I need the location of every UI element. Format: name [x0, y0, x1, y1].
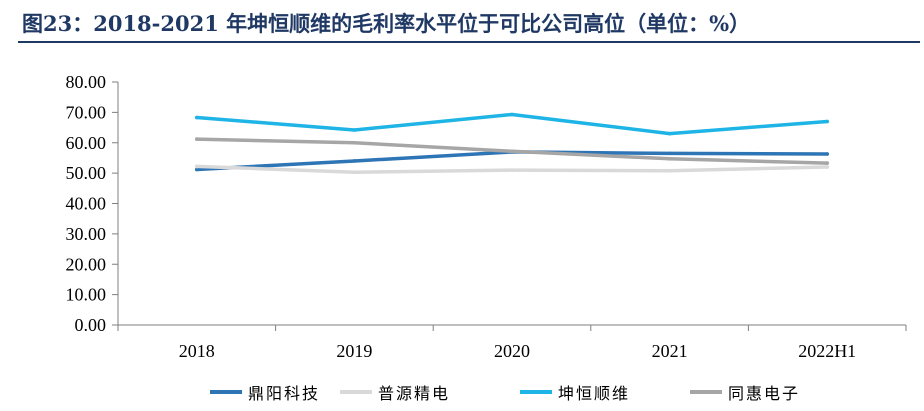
- legend: 鼎阳科技 普源精电 坤恒顺维 同惠电子: [0, 377, 924, 407]
- title-underline: [18, 41, 920, 43]
- x-tick-label: 2022H1: [798, 341, 856, 361]
- legend-swatch: [690, 390, 722, 394]
- legend-item: 坤恒顺维: [520, 377, 630, 407]
- x-tick-label: 2019: [336, 341, 372, 361]
- data-point-series-2: [352, 170, 357, 175]
- data-point-series-1: [667, 151, 672, 156]
- y-tick-label: 10.00: [66, 285, 107, 305]
- legend-label: 鼎阳科技: [248, 384, 321, 403]
- x-tick-label: 2018: [179, 341, 215, 361]
- legend-label: 普源精电: [378, 384, 451, 403]
- data-point-series-2: [510, 168, 514, 172]
- data-point-series-1: [195, 167, 199, 172]
- data-point-series-4: [825, 161, 829, 165]
- legend-swatch: [210, 390, 242, 394]
- data-point-series-1: [825, 152, 829, 156]
- legend-item: 鼎阳科技: [210, 377, 320, 407]
- legend-label: 坤恒顺维: [558, 384, 631, 403]
- legend-swatch: [340, 390, 372, 394]
- y-tick-label: 80.00: [66, 72, 107, 92]
- data-point-series-4: [195, 137, 199, 141]
- legend-label: 同惠电子: [728, 384, 801, 403]
- data-point-series-3: [352, 128, 357, 132]
- y-tick-label: 0.00: [75, 315, 107, 335]
- data-point-series-3: [825, 119, 829, 124]
- data-point-series-2: [667, 168, 672, 173]
- y-tick-label: 50.00: [66, 163, 107, 183]
- data-point-series-1: [352, 159, 357, 163]
- y-tick-label: 30.00: [66, 224, 107, 244]
- legend-swatch: [520, 390, 552, 394]
- data-point-series-3: [510, 112, 514, 117]
- x-tick-label: 2020: [494, 341, 530, 361]
- data-point-series-4: [352, 140, 357, 145]
- y-tick-label: 70.00: [66, 102, 107, 122]
- series-line-3: [195, 112, 829, 136]
- legend-item: 普源精电: [340, 377, 450, 407]
- y-tick-label: 60.00: [66, 133, 107, 153]
- data-point-series-3: [667, 131, 672, 136]
- data-point-series-2: [195, 164, 199, 169]
- y-tick-label: 20.00: [66, 254, 107, 274]
- data-point-series-4: [510, 149, 514, 154]
- x-tick-label: 2021: [652, 341, 688, 361]
- data-point-series-2: [825, 165, 829, 169]
- data-point-series-4: [667, 157, 672, 161]
- data-point-series-3: [195, 115, 199, 120]
- legend-item: 同惠电子: [690, 377, 800, 407]
- line-chart: 0.00 10.00 20.00 30.00 40.00 50.00 60.00 70.00 8…: [66, 72, 907, 361]
- chart-title: 图23：2018-2021 年坤恒顺维的毛利率水平位于可比公司高位（单位：%）: [22, 11, 751, 36]
- y-tick-label: 40.00: [66, 194, 107, 214]
